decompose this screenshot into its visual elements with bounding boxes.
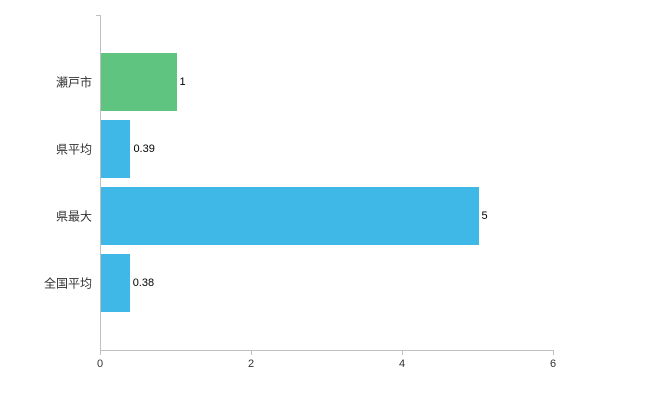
- category-label-0: 瀬戸市: [55, 75, 92, 90]
- x-tick-mark-3: [553, 351, 554, 355]
- category-label-1: 県平均: [55, 142, 92, 157]
- value-label-2: 5: [481, 210, 488, 222]
- bar-1: [101, 120, 131, 178]
- bar-0: [101, 53, 177, 111]
- bar-2: [101, 187, 479, 245]
- x-tick-label-3: 6: [549, 358, 557, 370]
- value-label-3: 0.38: [132, 277, 155, 289]
- x-tick-label-0: 0: [96, 358, 104, 370]
- x-tick-label-1: 2: [247, 358, 255, 370]
- y-axis-top-tick: [96, 15, 100, 16]
- x-tick-mark-1: [251, 351, 252, 355]
- category-label-2: 県最大: [55, 209, 92, 224]
- value-label-0: 1: [179, 76, 186, 88]
- plot-area: [100, 15, 554, 351]
- category-label-3: 全国平均: [43, 276, 92, 291]
- x-tick-label-2: 4: [398, 358, 406, 370]
- x-tick-mark-0: [100, 351, 101, 355]
- bar-3: [101, 254, 130, 312]
- value-label-1: 0.39: [133, 143, 155, 155]
- x-tick-mark-2: [402, 351, 403, 355]
